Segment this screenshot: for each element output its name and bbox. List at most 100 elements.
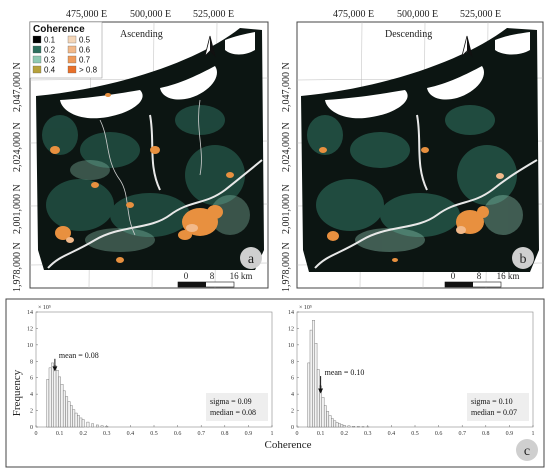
- histogram-bar: [74, 412, 78, 428]
- x-tick-label: 0.3: [364, 431, 372, 437]
- histogram-bar: [48, 367, 52, 428]
- histogram-bar: [77, 415, 80, 428]
- scale-bar: 0 8 16 km: [444, 271, 520, 288]
- svg-text:a: a: [248, 252, 255, 267]
- y-tick-label: 1,978,000 N: [12, 242, 23, 292]
- y-tick-label: 0: [30, 425, 33, 431]
- y-tick-label: 1,978,000 N: [281, 242, 292, 292]
- y-tick-label: 2,047,000 N: [281, 62, 292, 112]
- x-tick-label: 0: [296, 431, 299, 437]
- y-tick-label: 2: [30, 409, 33, 415]
- y-tick-label: 2,024,000 N: [281, 122, 292, 172]
- y-tick-label: 8: [291, 359, 294, 365]
- histogram-bar: [352, 426, 355, 428]
- histogram-bar: [307, 362, 311, 428]
- x-tick-label: 0.1: [56, 431, 64, 437]
- stats-label: sigma = 0.10: [471, 397, 513, 406]
- histogram-bar: [347, 425, 351, 428]
- panel-badge-b: b: [512, 247, 534, 269]
- x-tick-label: 0.8: [482, 431, 490, 437]
- x-tick-label: 1: [532, 431, 535, 437]
- legend-label: 0.3: [44, 56, 56, 65]
- histogram-bar: [328, 415, 332, 428]
- x-tick-label: 0.6: [174, 431, 182, 437]
- histogram-bar: [316, 369, 320, 428]
- histogram-bar: [312, 320, 315, 428]
- histogram-bar: [86, 421, 90, 428]
- panel-badge-c: c: [516, 439, 538, 461]
- y-exponent-label: × 10⁵: [299, 305, 312, 311]
- x-tick-label: 0.6: [435, 431, 443, 437]
- legend-swatch: [32, 55, 42, 64]
- x-tick-label: 0.4: [388, 431, 396, 437]
- legend-swatch: [32, 35, 42, 44]
- histogram-bar: [323, 405, 327, 428]
- y-tick-label: 2,024,000 N: [12, 122, 23, 172]
- y-tick-label: 8: [30, 359, 33, 365]
- x-tick-label: 525,000 E: [460, 9, 501, 20]
- histogram-bar: [338, 423, 341, 428]
- histogram-bar: [100, 425, 104, 428]
- legend-label: > 0.8: [79, 66, 98, 75]
- histogram-bar: [53, 365, 57, 428]
- histogram-bar: [65, 396, 69, 428]
- x-tick-label: 0.4: [127, 431, 135, 437]
- x-tick-label: 475,000 E: [333, 9, 374, 20]
- stats-label: median = 0.08: [210, 408, 256, 417]
- histogram-bar: [55, 370, 59, 428]
- y-tick-label: 12: [288, 326, 294, 332]
- panel-badge-a: a: [240, 247, 262, 269]
- y-tick-label: 6: [291, 376, 294, 382]
- y-tick-label: 12: [27, 326, 33, 332]
- x-tick-label: 0.2: [79, 431, 87, 437]
- y-tick-label: 14: [288, 310, 294, 316]
- x-axis-label: Coherence: [264, 439, 311, 451]
- legend-swatch: [32, 45, 42, 54]
- scale-label: 0: [184, 271, 189, 281]
- north-arrow-icon: [204, 35, 216, 58]
- histogram-bar: [326, 411, 330, 428]
- scale-label: 16 km: [497, 271, 520, 281]
- x-tick-label: 0.7: [197, 431, 205, 437]
- north-arrow-icon: [461, 35, 473, 58]
- histogram-bar: [96, 424, 99, 428]
- x-tick-label: 500,000 E: [397, 9, 438, 20]
- legend-swatch: [67, 65, 77, 74]
- legend-label: 0.2: [44, 46, 56, 55]
- stats-label: median = 0.07: [471, 408, 517, 417]
- y-tick-label: 2: [291, 409, 294, 415]
- histogram-bar: [335, 422, 339, 428]
- legend-label: 0.7: [79, 56, 91, 65]
- x-tick-label: 0.3: [103, 431, 111, 437]
- y-tick-label: 2,001,000 N: [12, 184, 23, 234]
- histogram-bar: [331, 418, 334, 428]
- histogram-bar: [67, 401, 71, 428]
- map-panel-ascending: Coherence 0.1 0.5 0.2 0.6 0.3 0.7 0.4 > 0.8 Asc…: [12, 9, 269, 292]
- scale-label: 8: [477, 271, 482, 281]
- x-tick-label: 0.1: [317, 431, 325, 437]
- legend-title: Coherence: [33, 24, 85, 35]
- histogram-bar: [321, 397, 325, 428]
- y-axis-label: Frequency: [11, 369, 23, 416]
- histogram-bar: [70, 405, 73, 428]
- y-tick-label: 4: [291, 392, 294, 398]
- stats-box: [206, 393, 268, 421]
- legend-label: 0.1: [44, 36, 56, 45]
- map-title: Ascending: [120, 29, 163, 40]
- scale-label: 8: [210, 271, 215, 281]
- x-tick-label: 0.9: [245, 431, 253, 437]
- y-tick-label: 2,047,000 N: [12, 62, 23, 112]
- x-tick-label: 0.5: [411, 431, 419, 437]
- histogram-bar: [309, 329, 313, 428]
- histogram-bar: [340, 424, 344, 428]
- histogram-bar: [51, 362, 54, 428]
- x-tick-label: 0.7: [458, 431, 466, 437]
- histogram-bar: [333, 420, 337, 428]
- histogram-bar: [60, 384, 64, 428]
- x-tick-label: 1: [271, 431, 274, 437]
- y-tick-label: 4: [30, 392, 33, 398]
- legend-swatch: [32, 65, 42, 74]
- histogram-bar: [105, 426, 109, 428]
- stats-label: sigma = 0.09: [210, 397, 252, 406]
- histogram-panel: Frequency Coherence 0 0.1 0.2 0.3 0.4 0.5 0.6 0…: [5, 298, 545, 468]
